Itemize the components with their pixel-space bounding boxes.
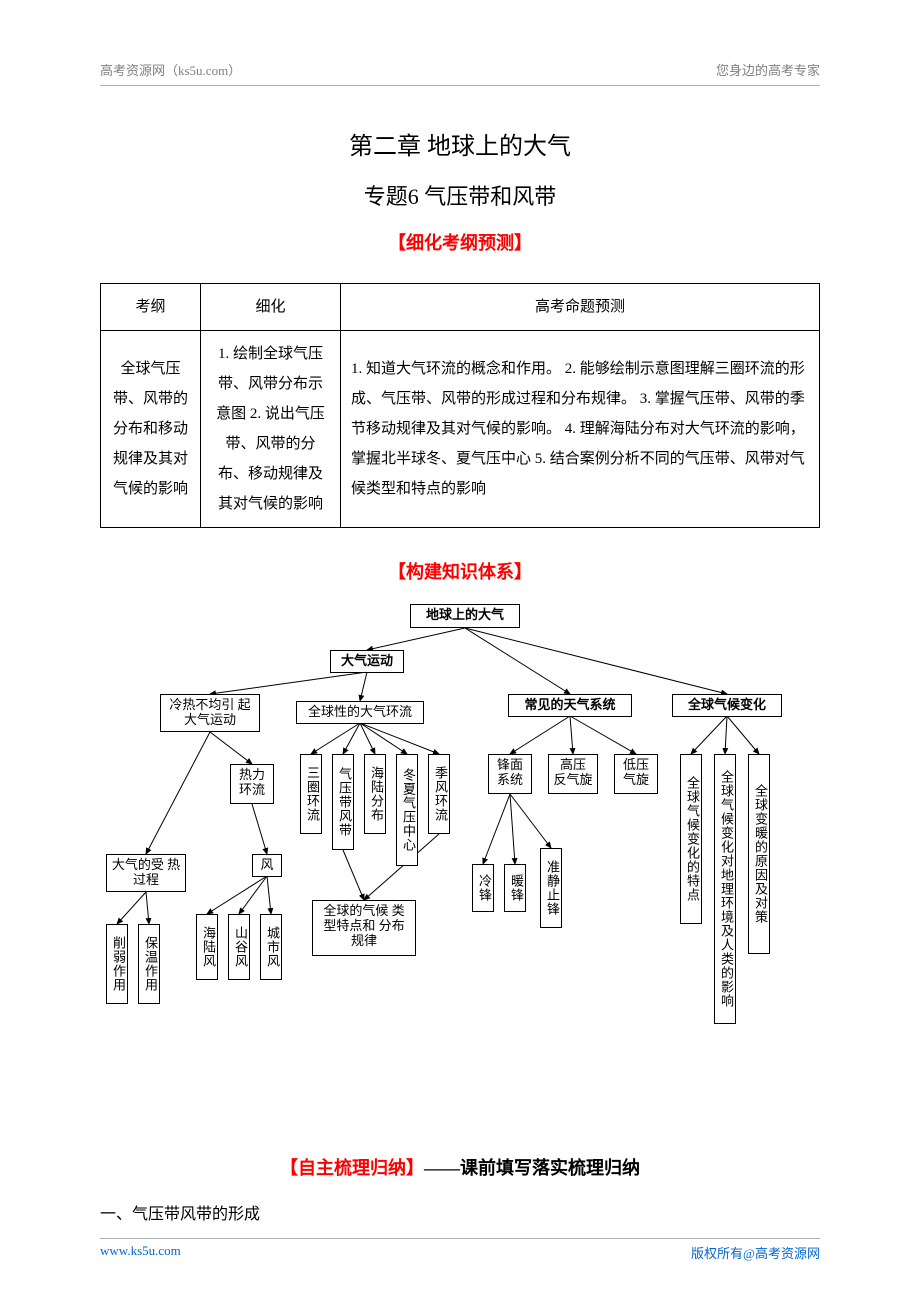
diagram-node-wind: 风: [252, 854, 282, 877]
diagram-node-root: 地球上的大气: [410, 604, 520, 628]
diagram-node-cc_feat: 全球气候变化的特点: [680, 754, 702, 924]
diagram-node-belts: 气压带风带: [332, 754, 354, 850]
body-line-1: 一、气压带风带的形成: [100, 1200, 820, 1224]
header-left: 高考资源网（ks5u.com）: [100, 60, 241, 79]
diagram-node-motion: 大气运动: [330, 650, 404, 673]
section-3-red: 【自主梳理归纳】: [280, 1158, 424, 1178]
footer-url: www.ks5u.com: [100, 1243, 181, 1262]
col-header-2: 细化: [201, 284, 341, 331]
diagram-node-quasi: 准静止锋: [540, 848, 562, 928]
diagram-node-climate_change: 全球气候变化: [672, 694, 782, 717]
diagram-node-monsoon: 季风环流: [428, 754, 450, 834]
header-right: 您身边的高考专家: [716, 60, 820, 79]
diagram-node-high_anti: 高压 反气旋: [548, 754, 598, 794]
diagram-node-valley_wind: 山谷风: [228, 914, 250, 980]
diagram-edges: [100, 604, 820, 1124]
diagram-node-warming_effect: 保温作用: [138, 924, 160, 1004]
diagram-node-cc_impact: 全球气候变化对地理环境及人类的影响: [714, 754, 736, 1024]
section-heading-1: 【细化考纲预测】: [100, 229, 820, 255]
cell-detail: 1. 绘制全球气压带、风带分布示意图 2. 说出气压带、风带的分布、移动规律及其…: [201, 331, 341, 528]
syllabus-table: 考纲 细化 高考命题预测 全球气压带、风带的分布和移动规律及其对气候的影响 1.…: [100, 283, 820, 528]
table-row: 全球气压带、风带的分布和移动规律及其对气候的影响 1. 绘制全球气压带、风带分布…: [101, 331, 820, 528]
diagram-node-weather: 常见的天气系统: [508, 694, 632, 717]
diagram-node-pressure_center: 冬夏气压中心: [396, 754, 418, 866]
diagram-node-global_circ: 全球性的大气环流: [296, 701, 424, 724]
section-3-black: ——课前填写落实梳理归纳: [424, 1158, 640, 1178]
diagram-node-weakening: 削弱作用: [106, 924, 128, 1004]
diagram-node-thermal: 热力 环流: [230, 764, 274, 804]
diagram-node-front_sys: 锋面 系统: [488, 754, 532, 794]
topic-title: 专题6 气压带和风带: [100, 179, 820, 211]
chapter-title: 第二章 地球上的大气: [100, 126, 820, 161]
page-footer: www.ks5u.com 版权所有@高考资源网: [100, 1238, 820, 1262]
knowledge-diagram: 地球上的大气大气运动冷热不均引 起大气运动全球性的大气环流常见的天气系统全球气候…: [100, 604, 820, 1124]
diagram-node-cold_front: 冷锋: [472, 864, 494, 912]
footer-copyright: 版权所有@高考资源网: [691, 1243, 820, 1262]
page-header: 高考资源网（ks5u.com） 您身边的高考专家: [100, 60, 820, 86]
cell-outline: 全球气压带、风带的分布和移动规律及其对气候的影响: [101, 331, 201, 528]
diagram-node-unequal: 冷热不均引 起大气运动: [160, 694, 260, 732]
section-heading-2: 【构建知识体系】: [100, 558, 820, 584]
col-header-1: 考纲: [101, 284, 201, 331]
diagram-node-low_cyc: 低压 气旋: [614, 754, 658, 794]
diagram-node-warm_front: 暖锋: [504, 864, 526, 912]
diagram-node-cc_cause: 全球变暖的原因及对策: [748, 754, 770, 954]
cell-prediction: 1. 知道大气环流的概念和作用。 2. 能够绘制示意图理解三圈环流的形成、气压带…: [341, 331, 820, 528]
diagram-node-sea_land_wind: 海陆风: [196, 914, 218, 980]
section-heading-3: 【自主梳理归纳】——课前填写落实梳理归纳: [100, 1154, 820, 1180]
diagram-node-city_wind: 城市风: [260, 914, 282, 980]
diagram-node-climate_types: 全球的气候 类型特点和 分布规律: [312, 900, 416, 956]
diagram-node-sea_land_dist: 海陆分布: [364, 754, 386, 834]
table-header-row: 考纲 细化 高考命题预测: [101, 284, 820, 331]
diagram-node-heating: 大气的受 热过程: [106, 854, 186, 892]
col-header-3: 高考命题预测: [341, 284, 820, 331]
diagram-node-tricell: 三圈环流: [300, 754, 322, 834]
